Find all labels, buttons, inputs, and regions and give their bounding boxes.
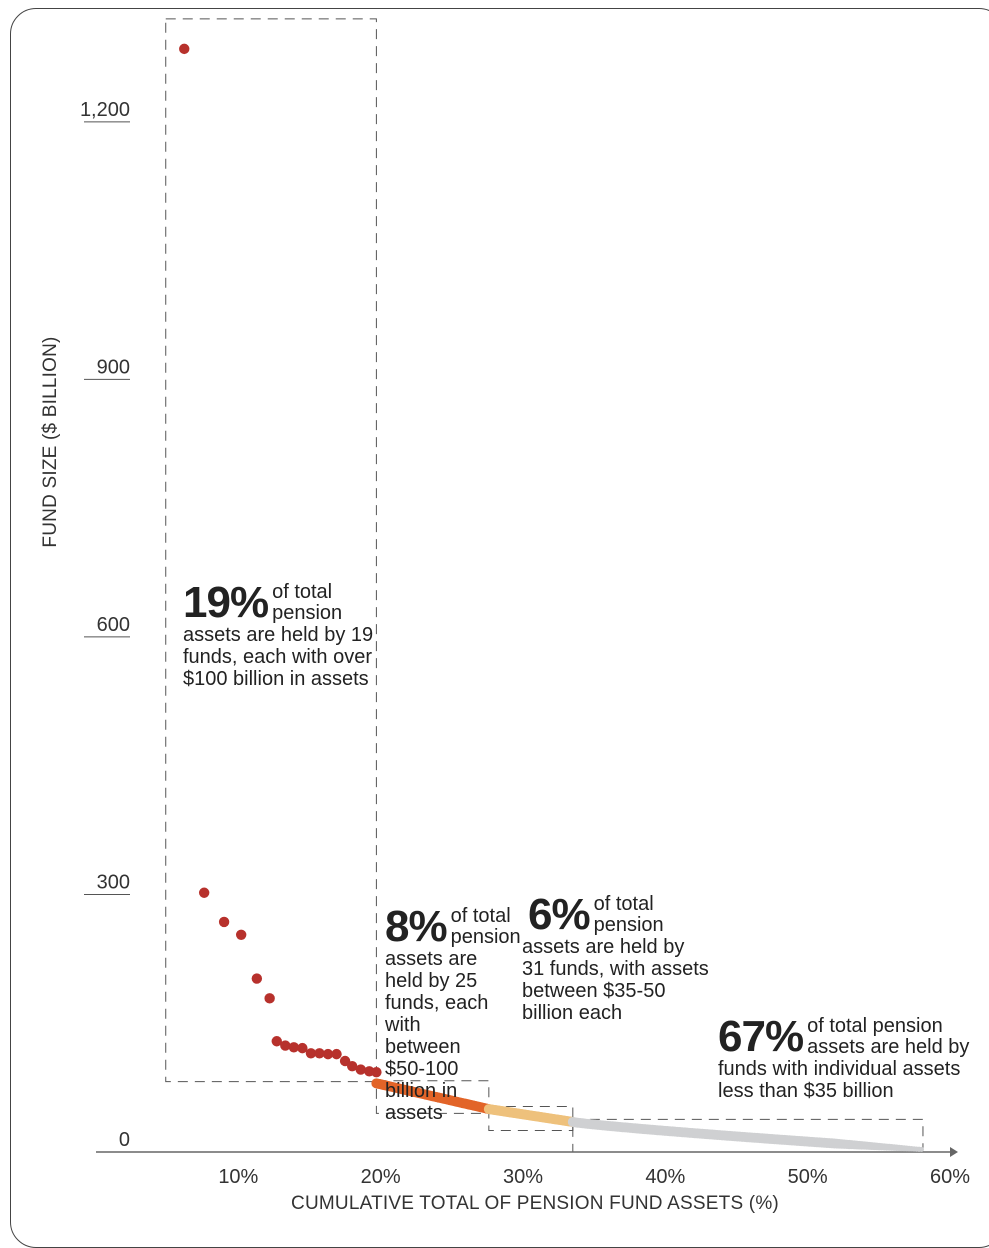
annotation-lead: of total pension (272, 581, 343, 624)
annotation-lead: of total pension assets are held by (807, 1015, 970, 1058)
axes (96, 1147, 958, 1157)
annotation-text: assets are held by 19 funds, each with o… (183, 624, 374, 690)
data-point (305, 1048, 317, 1059)
data-point (355, 1064, 366, 1075)
y-ticks: 0 300 600 900 1,200 (80, 99, 130, 1151)
y-tick-label: 600 (97, 614, 130, 636)
y-tick-label: 300 (97, 871, 130, 893)
data-point (179, 43, 190, 55)
data-point (218, 916, 230, 928)
annotation-67pct: 67% of total pension assets are held by … (718, 1012, 980, 1103)
annotation-big-value: 8% (385, 902, 448, 951)
x-ticks: 10% 20% 30% 40% 50% 60% (218, 1166, 970, 1188)
data-point (271, 1036, 282, 1047)
x-tick-label: 30% (503, 1166, 543, 1188)
x-tick-label: 10% (218, 1166, 258, 1188)
data-point (314, 1048, 325, 1059)
y-axis-title: FUND SIZE ($ BILLION) (40, 336, 61, 547)
annotation-8pct: 8% of total pension assets are held by 2… (385, 902, 535, 1125)
y-tick-label: 0 (119, 1129, 130, 1151)
x-tick-label: 20% (361, 1166, 401, 1188)
data-point (297, 1042, 308, 1054)
x-tick-label: 50% (788, 1166, 828, 1188)
group-box (375, 1080, 490, 1114)
data-point (280, 1040, 291, 1051)
annotation-text: assets are held by 31 funds, with assets… (522, 936, 709, 1024)
y-tick-label: 1,200 (80, 99, 130, 121)
annotation-6pct: 6% of total pension assets are held by 3… (522, 890, 712, 1025)
x-axis-title: CUMULATIVE TOTAL OF PENSION FUND ASSETS … (291, 1193, 779, 1214)
data-points (179, 43, 925, 1152)
data-point (322, 1048, 334, 1060)
annotation-lead: of total pension (450, 905, 521, 948)
data-point (264, 993, 275, 1004)
data-point (235, 929, 247, 941)
annotation-lead: of total pension (593, 893, 664, 936)
x-tick-label: 60% (930, 1166, 970, 1188)
annotation-text: funds with individual assets less than $… (718, 1058, 961, 1102)
data-point (331, 1048, 342, 1060)
group-box (572, 1118, 924, 1153)
data-point (198, 887, 210, 898)
x-axis-arrow-icon (950, 1147, 958, 1157)
data-point (347, 1060, 358, 1072)
group-box (488, 1106, 574, 1132)
annotation-big-value: 19% (183, 578, 269, 627)
annotation-19pct: 19% of total pension assets are held by … (183, 578, 378, 691)
annotation-text: assets are held by 25 funds, each with b… (385, 948, 489, 1124)
data-point (919, 1146, 925, 1152)
data-point (288, 1042, 300, 1053)
y-tick-label: 900 (97, 356, 130, 378)
data-point (251, 973, 263, 984)
group-box (165, 18, 377, 1083)
annotation-big-value: 6% (528, 890, 591, 939)
group-boxes (165, 18, 924, 1153)
data-point (371, 1066, 382, 1078)
x-tick-label: 40% (645, 1166, 685, 1188)
annotation-big-value: 67% (718, 1012, 804, 1061)
